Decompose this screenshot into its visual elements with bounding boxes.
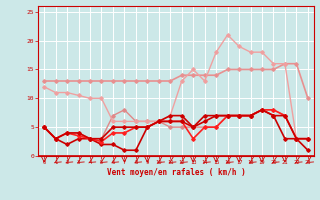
X-axis label: Vent moyen/en rafales ( km/h ): Vent moyen/en rafales ( km/h ): [107, 168, 245, 177]
